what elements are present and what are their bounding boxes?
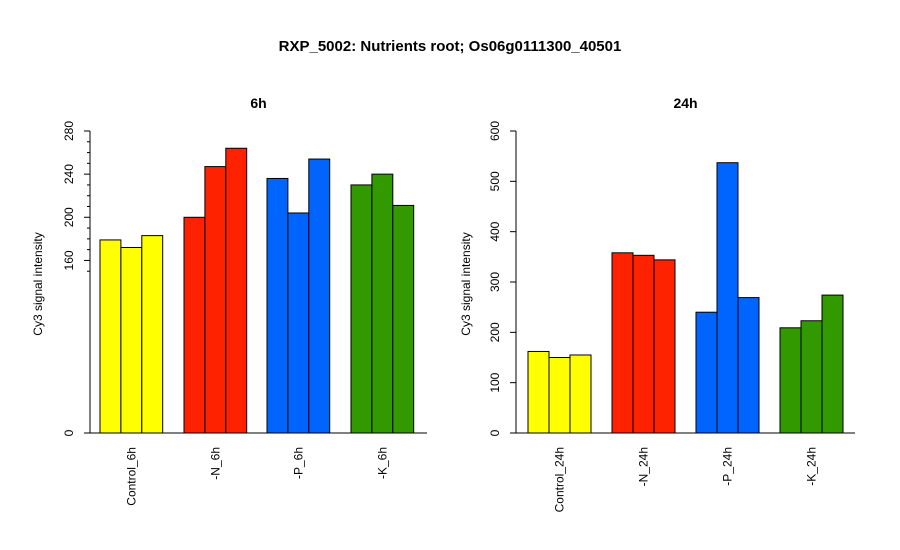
chart-panel-6h: 6h Cy3 signal intensity 0 160 200 240 280 Contr… [31, 95, 427, 506]
bar [99, 239, 122, 434]
bar [371, 173, 394, 434]
bar [611, 252, 634, 434]
page-title: RXP_5002: Nutrients root; Os06g0111300_4… [278, 38, 622, 55]
bar [653, 259, 676, 434]
y-tick-label: 280 [62, 121, 76, 141]
y-tick-label: 200 [488, 322, 502, 342]
chart-panel-24h: 24h Cy3 signal intensity 0 100 200 300 400 500 6… [459, 95, 855, 512]
x-tick-label: Control_6h [124, 447, 138, 506]
bar [204, 166, 227, 434]
y-tick-label: 0 [488, 429, 502, 436]
y-tick-label: 240 [62, 164, 76, 184]
x-tick-label: -N_24h [637, 447, 651, 486]
y-tick-label: 600 [488, 121, 502, 141]
y-tick-label: 0 [62, 429, 76, 436]
bar [120, 246, 143, 434]
bar [821, 294, 844, 434]
y-tick-label: 300 [488, 272, 502, 292]
x-tick-label: Control_24h [553, 447, 567, 512]
y-tick-label: 400 [488, 221, 502, 241]
y-tick-label: 200 [62, 207, 76, 227]
y-axis-label: Cy3 signal intensity [31, 232, 45, 335]
bar [548, 357, 571, 434]
x-tick-label: -K_24h [805, 447, 819, 486]
chart-title: 6h [250, 95, 266, 111]
x-tick-label: -P_6h [291, 447, 305, 479]
bar [308, 158, 331, 434]
x-tick-label: -N_6h [208, 447, 222, 480]
bar [183, 216, 206, 434]
bar [287, 212, 310, 434]
bar [266, 177, 289, 434]
bar [392, 204, 415, 434]
y-tick-label: 100 [488, 372, 502, 392]
bar [569, 354, 592, 434]
bar [779, 327, 802, 434]
bar [737, 297, 760, 434]
x-tick-label: -K_6h [375, 447, 389, 479]
bar [141, 235, 164, 434]
bar [527, 350, 550, 434]
y-tick-label: 160 [62, 250, 76, 270]
bar [695, 311, 718, 434]
bar [350, 184, 373, 434]
bar [225, 147, 248, 434]
bar [716, 162, 739, 434]
bar [632, 254, 655, 434]
bar [800, 320, 823, 434]
y-axis-label: Cy3 signal intensity [459, 232, 473, 335]
chart-title: 24h [673, 95, 697, 111]
y-tick-label: 500 [488, 171, 502, 191]
x-tick-label: -P_24h [721, 447, 735, 486]
